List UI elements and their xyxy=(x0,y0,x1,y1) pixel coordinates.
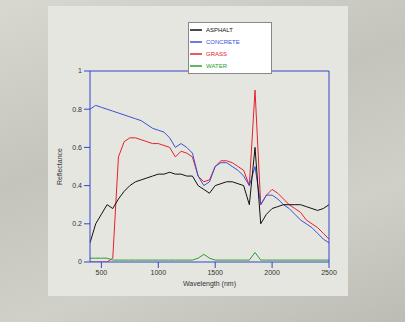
svg-text:0.6: 0.6 xyxy=(72,144,82,151)
svg-text:1500: 1500 xyxy=(207,269,223,276)
svg-text:1: 1 xyxy=(78,67,82,74)
svg-text:Reflectance: Reflectance xyxy=(56,148,63,185)
html-text:CONCRETE: CONCRETE xyxy=(206,38,240,45)
svg-text:2000: 2000 xyxy=(264,269,280,276)
html-text:GRASS: GRASS xyxy=(206,50,227,57)
svg-text:Wavelength (nm): Wavelength (nm) xyxy=(183,280,236,288)
svg-text:0: 0 xyxy=(78,258,82,265)
svg-text:500: 500 xyxy=(96,269,108,276)
svg-text:0.4: 0.4 xyxy=(72,182,82,189)
svg-text:0.8: 0.8 xyxy=(72,106,82,113)
html-text:WATER: WATER xyxy=(206,62,227,69)
html-text:ASPHALT: ASPHALT xyxy=(206,26,233,33)
svg-text:2500: 2500 xyxy=(321,269,337,276)
svg-text:1000: 1000 xyxy=(150,269,166,276)
svg-text:0.2: 0.2 xyxy=(72,220,82,227)
